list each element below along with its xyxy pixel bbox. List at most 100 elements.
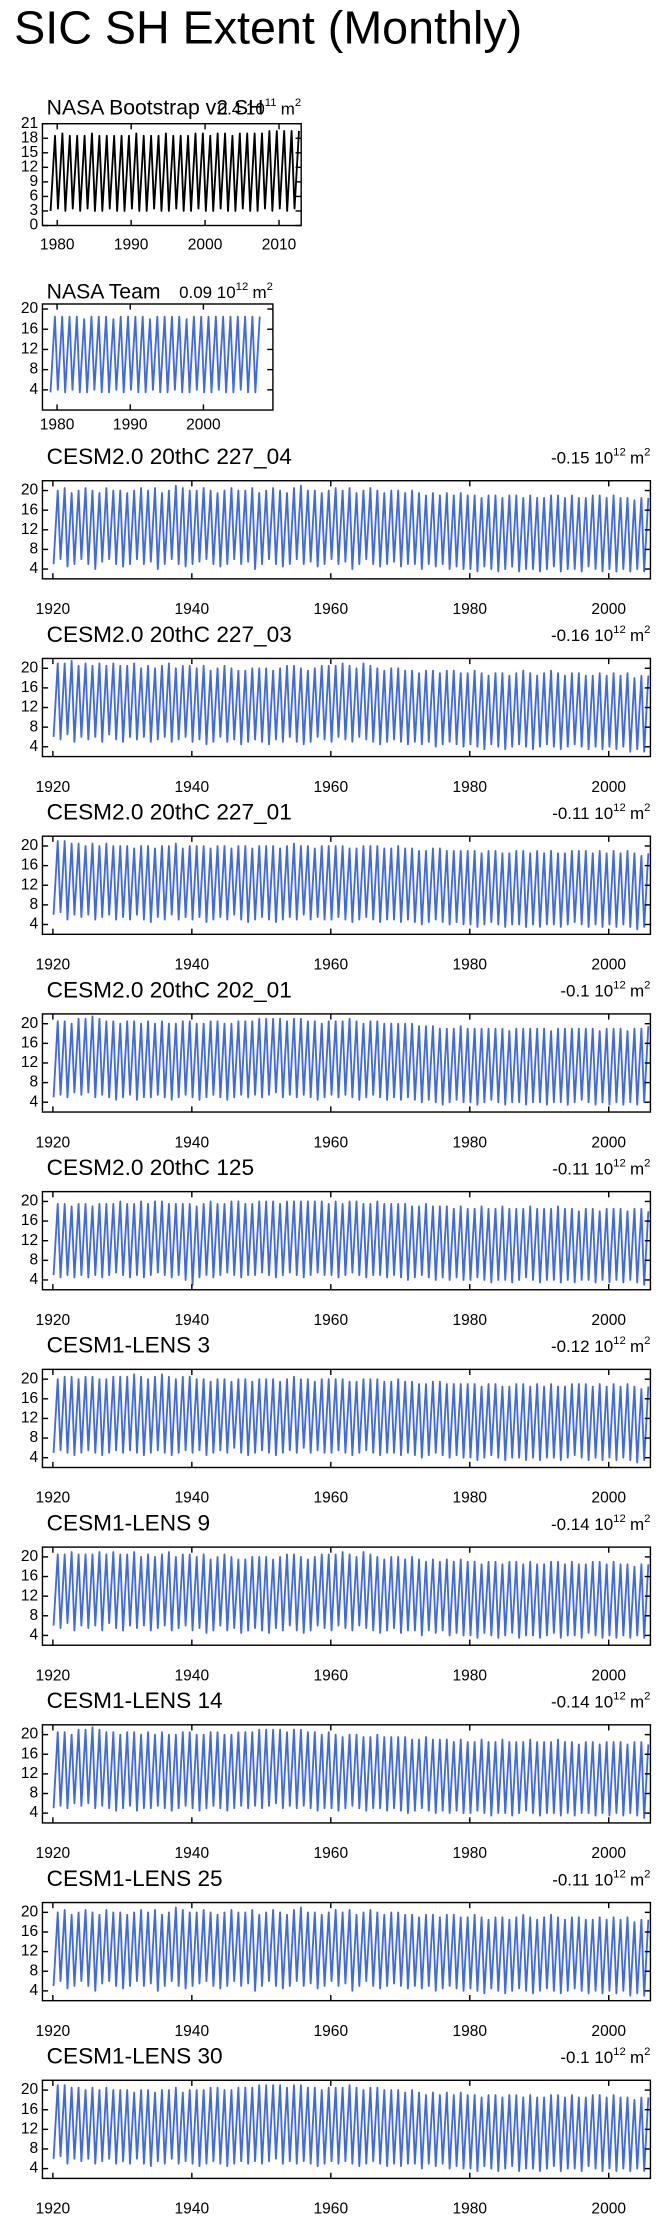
- trend-annotation: -0.11 1012 m2: [552, 1868, 650, 1890]
- plot-frame: [41, 123, 302, 227]
- panel: NASA Bootstrap v2 SH0.4 1011 m2 0369121518…: [21, 96, 302, 253]
- x-tick-label: 1960: [314, 2023, 349, 2040]
- trend-annotation: -0.11 1012 m2: [552, 802, 650, 824]
- annotation-text: m: [630, 1160, 644, 1179]
- y-tick-label: 16: [21, 679, 38, 696]
- x-tick-label: 1940: [175, 2023, 210, 2040]
- data-line: [52, 659, 650, 753]
- superscript: 12: [236, 281, 249, 293]
- trend-annotation: 0.4 1011 m2: [218, 97, 302, 119]
- data-line: [52, 2084, 650, 2172]
- annotation-text: -0.1 10: [560, 2049, 613, 2068]
- y-tick-label: 12: [21, 1410, 38, 1427]
- x-tick-label: 1920: [36, 2023, 71, 2040]
- trend-annotation: -0.14 1012 m2: [551, 1691, 650, 1713]
- y-tick-label: 4: [30, 1982, 39, 1999]
- x-tick-label: 1960: [314, 1312, 349, 1329]
- superscript: 2: [644, 624, 650, 636]
- panel-title: CESM2.0 20thC 227_04: [47, 444, 292, 469]
- x-tick-label: 1940: [175, 1667, 210, 1684]
- data-line: [52, 1373, 650, 1464]
- x-tick-label: 1920: [36, 779, 71, 796]
- y-tick-label: 4: [30, 381, 39, 398]
- y-tick-label: 8: [30, 361, 39, 378]
- x-tick-label: 1980: [40, 236, 75, 253]
- y-tick-label: 9: [30, 173, 39, 190]
- x-tick-label: 2000: [591, 2023, 626, 2040]
- x-tick-label: 1920: [36, 1134, 71, 1151]
- trend-annotation: -0.11 1012 m2: [552, 1157, 650, 1179]
- y-tick-label: 16: [21, 1212, 38, 1229]
- panel-title: CESM1-LENS 30: [47, 2044, 223, 2069]
- y-tick-label: 6: [30, 188, 39, 205]
- data-line: [52, 840, 650, 931]
- annotation-text: m: [630, 982, 644, 1001]
- annotation-text: 0.09 10: [179, 284, 236, 303]
- x-tick-label: 1980: [452, 1490, 487, 1507]
- y-tick-label: 12: [21, 876, 38, 893]
- x-tick-label: 1940: [175, 1845, 210, 1862]
- data-line: [52, 1551, 650, 1639]
- trend-annotation: -0.12 1012 m2: [551, 1335, 650, 1357]
- superscript: 2: [644, 1335, 650, 1347]
- x-tick-label: 2000: [188, 236, 223, 253]
- x-tick-label: 2010: [262, 236, 297, 253]
- x-tick-label: 1960: [314, 1134, 349, 1151]
- x-tick-label: 1920: [36, 2201, 71, 2217]
- y-tick-label: 8: [30, 541, 39, 558]
- y-tick-label: 12: [21, 1587, 38, 1604]
- x-tick-label: 1920: [36, 601, 71, 618]
- x-tick-label: 1940: [175, 601, 210, 618]
- y-tick-label: 4: [30, 1627, 39, 1644]
- superscript: 12: [613, 1868, 626, 1880]
- superscript: 2: [644, 1868, 650, 1880]
- data-line: [49, 130, 300, 212]
- superscript: 2: [644, 802, 650, 814]
- y-tick-label: 21: [21, 115, 38, 132]
- y-tick-label: 12: [21, 341, 38, 358]
- trend-annotation: -0.1 1012 m2: [560, 980, 650, 1002]
- superscript: 2: [644, 1157, 650, 1169]
- annotation-text: -0.11 10: [552, 1871, 613, 1890]
- x-tick-label: 1940: [175, 1312, 210, 1329]
- panel-title: CESM1-LENS 14: [47, 1688, 223, 1713]
- y-tick-label: 20: [21, 1548, 39, 1565]
- annotation-text: -0.11 10: [552, 804, 613, 823]
- panel-title: CESM1-LENS 9: [47, 1510, 210, 1535]
- annotation-text: m: [252, 284, 266, 303]
- annotation-text: 0.4 10: [218, 100, 265, 119]
- superscript: 2: [295, 97, 301, 109]
- x-tick-label: 1940: [175, 1490, 210, 1507]
- y-tick-label: 12: [21, 1232, 38, 1249]
- panel: CESM2.0 20thC 227_01 -0.11 1012 m248121620…: [21, 800, 652, 974]
- x-tick-label: 1980: [452, 1667, 487, 1684]
- y-tick-label: 15: [21, 144, 38, 161]
- annotation-text: -0.14 10: [551, 1693, 613, 1712]
- y-tick-label: 16: [21, 1034, 38, 1051]
- data-line: [52, 1726, 650, 1819]
- superscript: 2: [644, 1513, 650, 1525]
- x-tick-label: 1940: [175, 1134, 210, 1151]
- data-line: [52, 1906, 650, 1997]
- x-tick-label: 2000: [591, 1312, 626, 1329]
- y-tick-label: 4: [30, 1449, 39, 1466]
- x-tick-label: 1980: [452, 1312, 487, 1329]
- y-tick-label: 20: [21, 1726, 39, 1743]
- x-tick-label: 1960: [314, 1845, 349, 1862]
- superscript: 2: [644, 1691, 650, 1703]
- y-tick-label: 8: [30, 1074, 39, 1091]
- y-tick-label: 16: [21, 857, 38, 874]
- y-tick-label: 4: [30, 1804, 39, 1821]
- y-tick-label: 16: [21, 1745, 38, 1762]
- trend-annotation: -0.16 1012 m2: [551, 624, 650, 646]
- panel: CESM2.0 20thC 227_03 -0.16 1012 m248121620…: [21, 622, 652, 796]
- y-tick-label: 16: [21, 320, 38, 337]
- panel-title: NASA Bootstrap v2 SH: [47, 96, 264, 119]
- annotation-text: -0.16 10: [551, 627, 613, 646]
- x-tick-label: 1960: [314, 957, 349, 974]
- x-tick-label: 1980: [452, 957, 487, 974]
- x-tick-label: 1980: [452, 601, 487, 618]
- y-tick-label: 4: [30, 560, 39, 577]
